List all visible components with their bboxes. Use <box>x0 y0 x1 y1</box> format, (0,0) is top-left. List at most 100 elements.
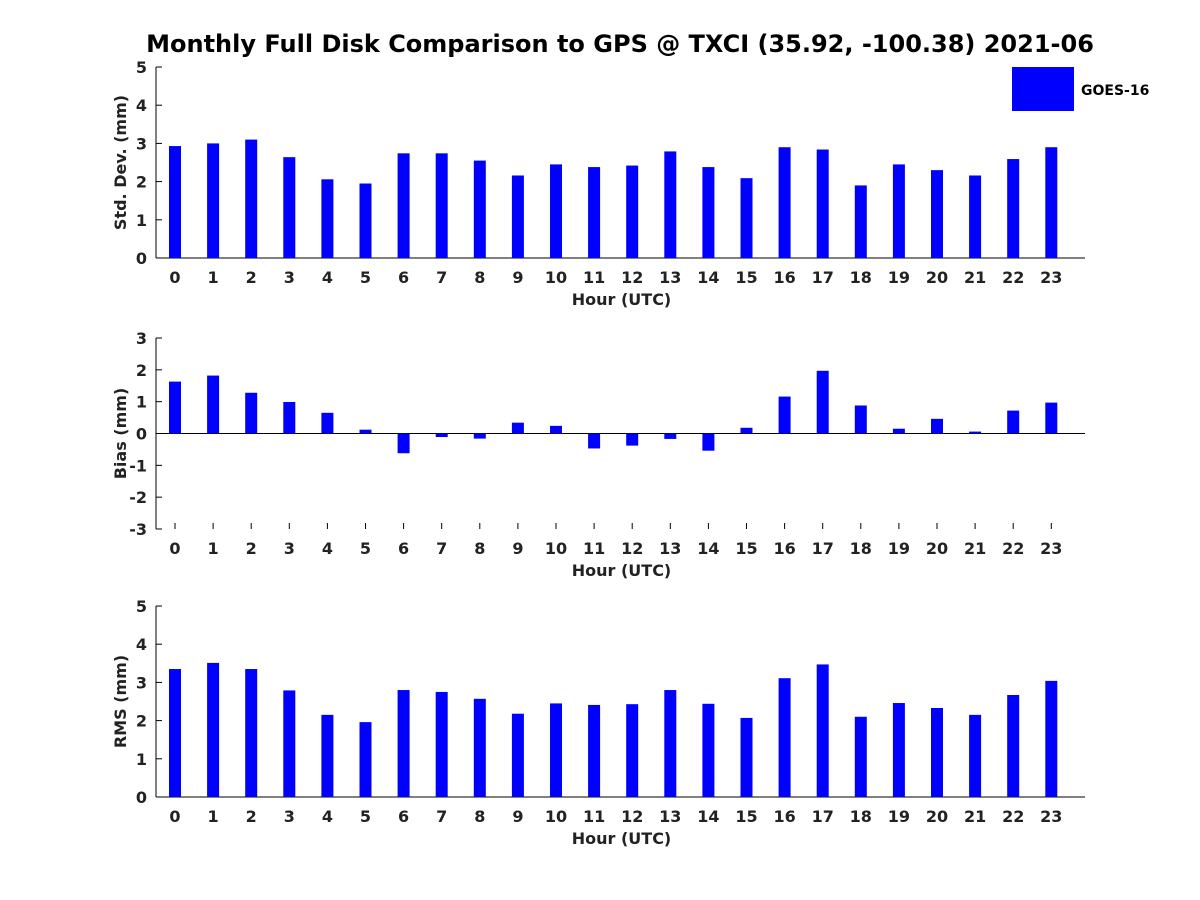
x-tick-label: 9 <box>512 807 523 826</box>
x-tick-label: 11 <box>583 539 605 558</box>
x-tick-label: 12 <box>621 807 643 826</box>
x-tick-label: 21 <box>964 807 986 826</box>
x-tick-label: 22 <box>1002 539 1024 558</box>
x-tick-label: 14 <box>697 807 719 826</box>
y-tick-label: 0 <box>136 788 147 807</box>
y-tick-label: 2 <box>136 361 147 380</box>
x-tick-label: 1 <box>208 268 219 287</box>
x-tick-label: 5 <box>360 807 371 826</box>
x-tick-label: 11 <box>583 807 605 826</box>
y-axis-label: Std. Dev. (mm) <box>111 95 130 230</box>
y-tick-label: 0 <box>136 249 147 268</box>
y-tick-label: 3 <box>136 329 147 348</box>
y-tick-label: 5 <box>136 58 147 77</box>
bar <box>359 722 372 797</box>
bar <box>283 157 296 258</box>
x-tick-label: 13 <box>659 268 681 287</box>
x-tick-label: 15 <box>735 807 757 826</box>
bar <box>473 698 486 797</box>
x-tick-label: 7 <box>436 539 447 558</box>
x-tick-label: 21 <box>964 539 986 558</box>
x-tick-label: 5 <box>360 539 371 558</box>
x-tick-label: 16 <box>773 539 795 558</box>
legend-swatch <box>1012 67 1074 111</box>
x-tick-label: 15 <box>735 539 757 558</box>
x-tick-label: 4 <box>322 268 333 287</box>
x-axis-label: Hour (UTC) <box>572 561 672 580</box>
bar <box>169 669 181 797</box>
bar <box>588 167 601 258</box>
x-tick-label: 7 <box>436 807 447 826</box>
x-tick-label: 12 <box>621 539 643 558</box>
bar <box>626 704 639 797</box>
bar <box>664 151 677 258</box>
bar <box>778 678 791 797</box>
x-tick-label: 5 <box>360 268 371 287</box>
x-tick-label: 13 <box>659 539 681 558</box>
x-tick-label: 1 <box>208 807 219 826</box>
bar <box>1007 695 1020 797</box>
bar <box>626 433 639 446</box>
bar <box>816 149 829 258</box>
bar <box>1007 159 1020 258</box>
x-tick-label: 20 <box>926 539 948 558</box>
bar <box>931 170 943 258</box>
x-tick-label: 6 <box>398 807 409 826</box>
bar <box>283 401 296 434</box>
y-tick-label: 4 <box>136 96 147 115</box>
bar <box>435 691 448 797</box>
bar <box>702 433 715 451</box>
bar <box>169 381 181 434</box>
x-tick-label: 19 <box>888 539 910 558</box>
bar <box>740 717 753 797</box>
y-tick-label: 3 <box>136 673 147 692</box>
bar <box>397 690 410 797</box>
legend: GOES-16 <box>1012 67 1149 111</box>
bar <box>245 669 258 797</box>
bar <box>1007 410 1020 434</box>
bar <box>969 175 982 258</box>
x-tick-label: 20 <box>926 268 948 287</box>
x-tick-label: 10 <box>545 268 567 287</box>
x-tick-label: 23 <box>1040 268 1062 287</box>
bar <box>359 183 372 258</box>
x-tick-label: 19 <box>888 807 910 826</box>
bar <box>854 405 867 434</box>
bar <box>931 707 943 797</box>
y-tick-label: 2 <box>136 173 147 192</box>
bar <box>511 422 524 434</box>
bar <box>626 165 639 258</box>
y-tick-label: -1 <box>129 456 147 475</box>
bar <box>702 167 715 258</box>
bar <box>207 662 220 797</box>
x-axis-label: Hour (UTC) <box>572 290 672 309</box>
x-tick-label: 0 <box>169 807 180 826</box>
bar <box>816 664 829 797</box>
bar <box>664 690 677 797</box>
bar <box>816 370 829 434</box>
bar <box>321 179 334 258</box>
bar <box>245 392 258 434</box>
x-tick-label: 17 <box>812 539 834 558</box>
bar <box>892 428 905 434</box>
x-tick-label: 22 <box>1002 807 1024 826</box>
bar <box>740 427 753 434</box>
bar <box>511 713 524 797</box>
bar <box>359 429 372 434</box>
bar <box>664 433 677 439</box>
x-tick-label: 12 <box>621 268 643 287</box>
x-tick-label: 18 <box>850 539 872 558</box>
bar <box>207 143 220 258</box>
bar <box>778 147 791 258</box>
y-tick-label: 1 <box>136 211 147 230</box>
x-tick-label: 16 <box>773 268 795 287</box>
x-tick-label: 6 <box>398 268 409 287</box>
x-tick-label: 17 <box>812 807 834 826</box>
y-tick-label: 2 <box>136 712 147 731</box>
x-tick-label: 4 <box>322 539 333 558</box>
bar <box>1045 402 1058 434</box>
bar <box>245 139 258 258</box>
